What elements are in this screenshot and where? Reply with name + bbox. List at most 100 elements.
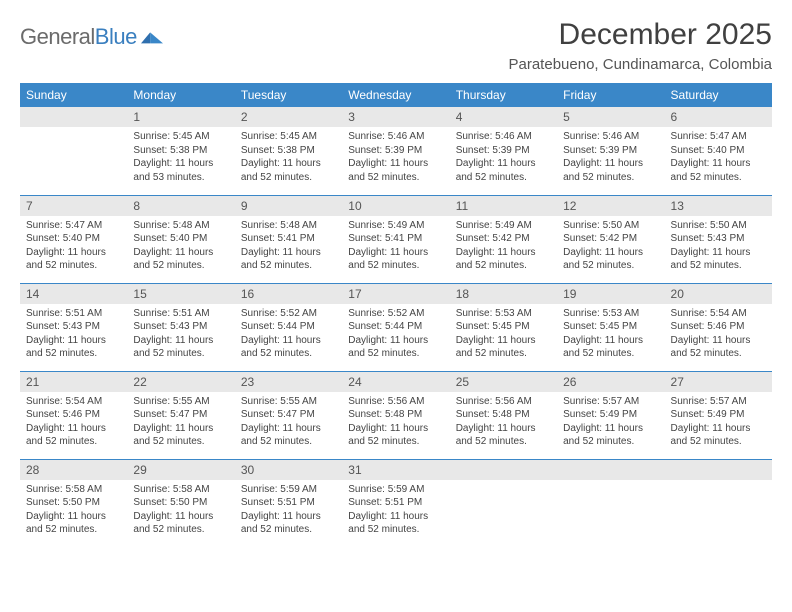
- daylight-line2: and 52 minutes.: [671, 259, 766, 273]
- sunset-text: Sunset: 5:43 PM: [671, 232, 766, 246]
- calendar-cell: 31Sunrise: 5:59 AMSunset: 5:51 PMDayligh…: [342, 459, 449, 547]
- sunset-text: Sunset: 5:38 PM: [133, 144, 228, 158]
- sunset-text: Sunset: 5:40 PM: [133, 232, 228, 246]
- calendar-cell: 9Sunrise: 5:48 AMSunset: 5:41 PMDaylight…: [235, 195, 342, 283]
- weekday-header: Saturday: [665, 83, 772, 107]
- sunset-text: Sunset: 5:44 PM: [241, 320, 336, 334]
- day-body: Sunrise: 5:52 AMSunset: 5:44 PMDaylight:…: [342, 304, 449, 367]
- sunset-text: Sunset: 5:39 PM: [563, 144, 658, 158]
- day-number: 25: [450, 372, 557, 392]
- calendar-cell: 1Sunrise: 5:45 AMSunset: 5:38 PMDaylight…: [127, 107, 234, 195]
- daylight-line1: Daylight: 11 hours: [241, 510, 336, 524]
- daylight-line1: Daylight: 11 hours: [241, 334, 336, 348]
- sunset-text: Sunset: 5:50 PM: [26, 496, 121, 510]
- daylight-line2: and 52 minutes.: [133, 347, 228, 361]
- day-body: Sunrise: 5:47 AMSunset: 5:40 PMDaylight:…: [20, 216, 127, 279]
- sunset-text: Sunset: 5:46 PM: [671, 320, 766, 334]
- sunrise-text: Sunrise: 5:46 AM: [456, 130, 551, 144]
- day-number: 14: [20, 284, 127, 304]
- day-number: 21: [20, 372, 127, 392]
- daylight-line1: Daylight: 11 hours: [671, 334, 766, 348]
- sunrise-text: Sunrise: 5:45 AM: [133, 130, 228, 144]
- sunset-text: Sunset: 5:44 PM: [348, 320, 443, 334]
- calendar-cell: 25Sunrise: 5:56 AMSunset: 5:48 PMDayligh…: [450, 371, 557, 459]
- daylight-line1: Daylight: 11 hours: [26, 246, 121, 260]
- day-body: Sunrise: 5:45 AMSunset: 5:38 PMDaylight:…: [127, 127, 234, 190]
- day-number: 26: [557, 372, 664, 392]
- sunset-text: Sunset: 5:38 PM: [241, 144, 336, 158]
- day-body: Sunrise: 5:45 AMSunset: 5:38 PMDaylight:…: [235, 127, 342, 190]
- day-body: Sunrise: 5:58 AMSunset: 5:50 PMDaylight:…: [127, 480, 234, 543]
- day-number: 8: [127, 196, 234, 216]
- calendar-week-row: 21Sunrise: 5:54 AMSunset: 5:46 PMDayligh…: [20, 371, 772, 459]
- sunrise-text: Sunrise: 5:50 AM: [671, 219, 766, 233]
- calendar-cell: 14Sunrise: 5:51 AMSunset: 5:43 PMDayligh…: [20, 283, 127, 371]
- daylight-line2: and 52 minutes.: [26, 435, 121, 449]
- daylight-line2: and 52 minutes.: [26, 259, 121, 273]
- day-number-empty: [450, 460, 557, 480]
- sunrise-text: Sunrise: 5:56 AM: [456, 395, 551, 409]
- daylight-line2: and 52 minutes.: [671, 435, 766, 449]
- sunrise-text: Sunrise: 5:49 AM: [456, 219, 551, 233]
- daylight-line1: Daylight: 11 hours: [671, 422, 766, 436]
- day-body: Sunrise: 5:48 AMSunset: 5:41 PMDaylight:…: [235, 216, 342, 279]
- sunset-text: Sunset: 5:47 PM: [133, 408, 228, 422]
- calendar-cell: 21Sunrise: 5:54 AMSunset: 5:46 PMDayligh…: [20, 371, 127, 459]
- sunrise-text: Sunrise: 5:55 AM: [241, 395, 336, 409]
- sunset-text: Sunset: 5:41 PM: [348, 232, 443, 246]
- daylight-line1: Daylight: 11 hours: [563, 157, 658, 171]
- day-body: Sunrise: 5:48 AMSunset: 5:40 PMDaylight:…: [127, 216, 234, 279]
- day-number-empty: [557, 460, 664, 480]
- logo-word1: General: [20, 24, 95, 49]
- calendar-cell: 12Sunrise: 5:50 AMSunset: 5:42 PMDayligh…: [557, 195, 664, 283]
- calendar-cell: 28Sunrise: 5:58 AMSunset: 5:50 PMDayligh…: [20, 459, 127, 547]
- daylight-line2: and 52 minutes.: [563, 347, 658, 361]
- daylight-line2: and 52 minutes.: [26, 523, 121, 537]
- daylight-line1: Daylight: 11 hours: [563, 422, 658, 436]
- calendar-cell: 26Sunrise: 5:57 AMSunset: 5:49 PMDayligh…: [557, 371, 664, 459]
- daylight-line1: Daylight: 11 hours: [348, 510, 443, 524]
- calendar-cell: 5Sunrise: 5:46 AMSunset: 5:39 PMDaylight…: [557, 107, 664, 195]
- day-body: Sunrise: 5:50 AMSunset: 5:42 PMDaylight:…: [557, 216, 664, 279]
- calendar-cell: [450, 459, 557, 547]
- header: GeneralBlue December 2025 Paratebueno, C…: [20, 18, 772, 73]
- day-body: Sunrise: 5:50 AMSunset: 5:43 PMDaylight:…: [665, 216, 772, 279]
- sunrise-text: Sunrise: 5:57 AM: [671, 395, 766, 409]
- daylight-line2: and 52 minutes.: [456, 347, 551, 361]
- sunset-text: Sunset: 5:45 PM: [563, 320, 658, 334]
- sunset-text: Sunset: 5:39 PM: [456, 144, 551, 158]
- day-number: 1: [127, 107, 234, 127]
- calendar-cell: 10Sunrise: 5:49 AMSunset: 5:41 PMDayligh…: [342, 195, 449, 283]
- weekday-header: Wednesday: [342, 83, 449, 107]
- day-body: Sunrise: 5:53 AMSunset: 5:45 PMDaylight:…: [557, 304, 664, 367]
- sunset-text: Sunset: 5:49 PM: [563, 408, 658, 422]
- daylight-line1: Daylight: 11 hours: [456, 334, 551, 348]
- calendar-cell: 27Sunrise: 5:57 AMSunset: 5:49 PMDayligh…: [665, 371, 772, 459]
- weekday-header: Monday: [127, 83, 234, 107]
- location: Paratebueno, Cundinamarca, Colombia: [509, 56, 773, 73]
- daylight-line2: and 52 minutes.: [563, 171, 658, 185]
- daylight-line1: Daylight: 11 hours: [241, 422, 336, 436]
- sunset-text: Sunset: 5:43 PM: [133, 320, 228, 334]
- day-number-empty: [20, 107, 127, 127]
- daylight-line2: and 52 minutes.: [348, 435, 443, 449]
- sunrise-text: Sunrise: 5:45 AM: [241, 130, 336, 144]
- daylight-line2: and 52 minutes.: [348, 259, 443, 273]
- title-block: December 2025 Paratebueno, Cundinamarca,…: [509, 18, 773, 73]
- day-body: Sunrise: 5:49 AMSunset: 5:42 PMDaylight:…: [450, 216, 557, 279]
- daylight-line2: and 53 minutes.: [133, 171, 228, 185]
- sunrise-text: Sunrise: 5:51 AM: [133, 307, 228, 321]
- calendar-week-row: 28Sunrise: 5:58 AMSunset: 5:50 PMDayligh…: [20, 459, 772, 547]
- calendar-cell: 24Sunrise: 5:56 AMSunset: 5:48 PMDayligh…: [342, 371, 449, 459]
- calendar-week-row: 7Sunrise: 5:47 AMSunset: 5:40 PMDaylight…: [20, 195, 772, 283]
- sunset-text: Sunset: 5:42 PM: [456, 232, 551, 246]
- sunset-text: Sunset: 5:48 PM: [348, 408, 443, 422]
- calendar-cell: [20, 107, 127, 195]
- calendar-cell: 15Sunrise: 5:51 AMSunset: 5:43 PMDayligh…: [127, 283, 234, 371]
- calendar-cell: 3Sunrise: 5:46 AMSunset: 5:39 PMDaylight…: [342, 107, 449, 195]
- sunset-text: Sunset: 5:48 PM: [456, 408, 551, 422]
- day-body: Sunrise: 5:59 AMSunset: 5:51 PMDaylight:…: [342, 480, 449, 543]
- logo: GeneralBlue: [20, 18, 163, 50]
- day-number: 20: [665, 284, 772, 304]
- daylight-line1: Daylight: 11 hours: [133, 334, 228, 348]
